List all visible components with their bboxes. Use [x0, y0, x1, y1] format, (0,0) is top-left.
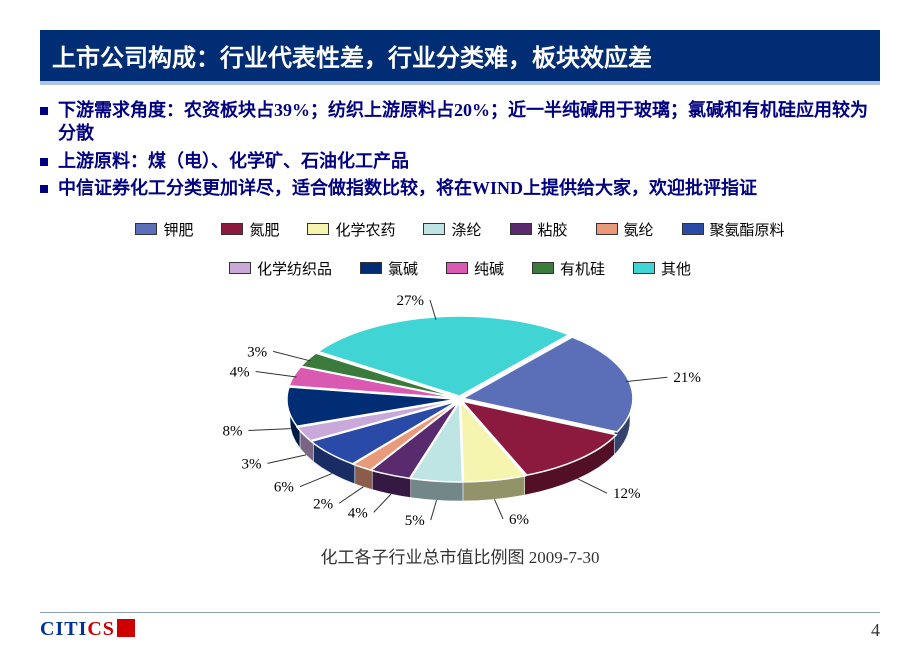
legend-item: 氯碱 — [360, 258, 418, 279]
legend-item: 粘胶 — [510, 219, 568, 240]
legend-item: 钾肥 — [135, 219, 193, 240]
legend-item: 氨纶 — [596, 219, 654, 240]
pie-slice-label: 12% — [613, 486, 641, 502]
pie-slice-label: 5% — [405, 513, 425, 529]
legend-swatch-icon — [532, 262, 554, 274]
bullet-item: 下游需求角度：农资板块占39%；纺织上游原料占20%；近一半纯碱用于玻璃；氯碱和… — [40, 99, 880, 146]
logo: CITICS — [40, 618, 135, 641]
slide-title: 上市公司构成：行业代表性差，行业分类难，板块效应差 — [40, 30, 880, 85]
legend-item: 纯碱 — [446, 258, 504, 279]
legend-swatch-icon — [360, 262, 382, 274]
footer: CITICS 4 — [40, 618, 880, 641]
legend-label: 有机硅 — [560, 258, 605, 279]
pie-chart: 21% 12% 6% 5% 4% 2% 6% 3% 8% 4% 3% 27% — [40, 289, 880, 539]
legend-swatch-icon — [510, 223, 532, 235]
legend-swatch-icon — [596, 223, 618, 235]
legend-swatch-icon — [221, 223, 243, 235]
legend-label: 化学农药 — [335, 219, 395, 240]
legend-item: 聚氨酯原料 — [682, 219, 785, 240]
pie-leader — [300, 473, 332, 486]
pie-slice-label: 8% — [222, 423, 242, 439]
legend-label: 钾肥 — [163, 219, 193, 240]
legend-swatch-icon — [446, 262, 468, 274]
pie-leader — [578, 478, 607, 492]
divider — [40, 612, 880, 613]
legend-item: 化学纺织品 — [229, 258, 332, 279]
chart-legend: 钾肥 氮肥 化学农药 涤纶 粘胶 氨纶 聚氨酯原料化学纺织品 氯碱 纯碱 有机硅 其他 — [40, 219, 880, 279]
bullet-text: 中信证券化工分类更加详尽，适合做指数比较，将在WIND上提供给大家，欢迎批评指证 — [58, 177, 880, 200]
bullet-item: 上游原料：煤（电）、化学矿、石油化工产品 — [40, 150, 880, 173]
pie-slice-label: 6% — [509, 511, 529, 527]
slide: 上市公司构成：行业代表性差，行业分类难，板块效应差 下游需求角度：农资板块占39… — [0, 0, 920, 653]
logo-citi: CITI — [40, 618, 87, 640]
legend-item: 涤纶 — [423, 219, 481, 240]
legend-label: 氮肥 — [249, 219, 279, 240]
pie-leader — [256, 371, 297, 376]
page-number: 4 — [871, 620, 880, 641]
bullet-list: 下游需求角度：农资板块占39%；纺织上游原料占20%；近一半纯碱用于玻璃；氯碱和… — [40, 99, 880, 201]
legend-label: 粘胶 — [538, 219, 568, 240]
bullet-item: 中信证券化工分类更加详尽，适合做指数比较，将在WIND上提供给大家，欢迎批评指证 — [40, 177, 880, 200]
pie-slice-label: 21% — [673, 370, 701, 386]
bullet-text: 下游需求角度：农资板块占39%；纺织上游原料占20%；近一半纯碱用于玻璃；氯碱和… — [58, 99, 880, 146]
pie-slice-label: 4% — [230, 364, 250, 380]
pie-leader — [339, 486, 363, 502]
legend-label: 氯碱 — [388, 258, 418, 279]
legend-label: 聚氨酯原料 — [710, 219, 785, 240]
pie-slice-label: 3% — [247, 344, 267, 360]
legend-item: 其他 — [633, 258, 691, 279]
pie-leader — [431, 500, 437, 520]
logo-badge-icon — [117, 619, 135, 637]
legend-item: 化学农药 — [307, 219, 395, 240]
pie-slice-label: 27% — [396, 293, 424, 309]
legend-label: 其他 — [661, 258, 691, 279]
legend-swatch-icon — [135, 223, 157, 235]
legend-label: 化学纺织品 — [257, 258, 332, 279]
legend-swatch-icon — [633, 262, 655, 274]
pie-leader — [494, 499, 503, 519]
legend-swatch-icon — [423, 223, 445, 235]
bullet-text: 上游原料：煤（电）、化学矿、石油化工产品 — [58, 150, 880, 173]
bullet-marker-icon — [40, 107, 48, 115]
legend-label: 纯碱 — [474, 258, 504, 279]
legend-swatch-icon — [307, 223, 329, 235]
pie-slice-label: 4% — [348, 505, 368, 521]
pie-slice-label: 2% — [313, 496, 333, 512]
bullet-marker-icon — [40, 185, 48, 193]
pie-slice-label: 6% — [274, 479, 294, 495]
pie-leader — [267, 454, 306, 462]
legend-item: 有机硅 — [532, 258, 605, 279]
pie-leader — [374, 494, 391, 512]
legend-item: 氮肥 — [221, 219, 279, 240]
legend-label: 涤纶 — [451, 219, 481, 240]
pie-leader — [273, 351, 310, 361]
bullet-marker-icon — [40, 158, 48, 166]
pie-leader — [626, 377, 667, 381]
logo-cs: CS — [87, 618, 115, 640]
pie-leader — [248, 428, 290, 430]
chart-caption: 化工各子行业总市值比例图 2009-7-30 — [40, 543, 880, 568]
legend-swatch-icon — [229, 262, 251, 274]
pie-slice-label: 3% — [241, 456, 261, 472]
legend-swatch-icon — [682, 223, 704, 235]
legend-label: 氨纶 — [624, 219, 654, 240]
